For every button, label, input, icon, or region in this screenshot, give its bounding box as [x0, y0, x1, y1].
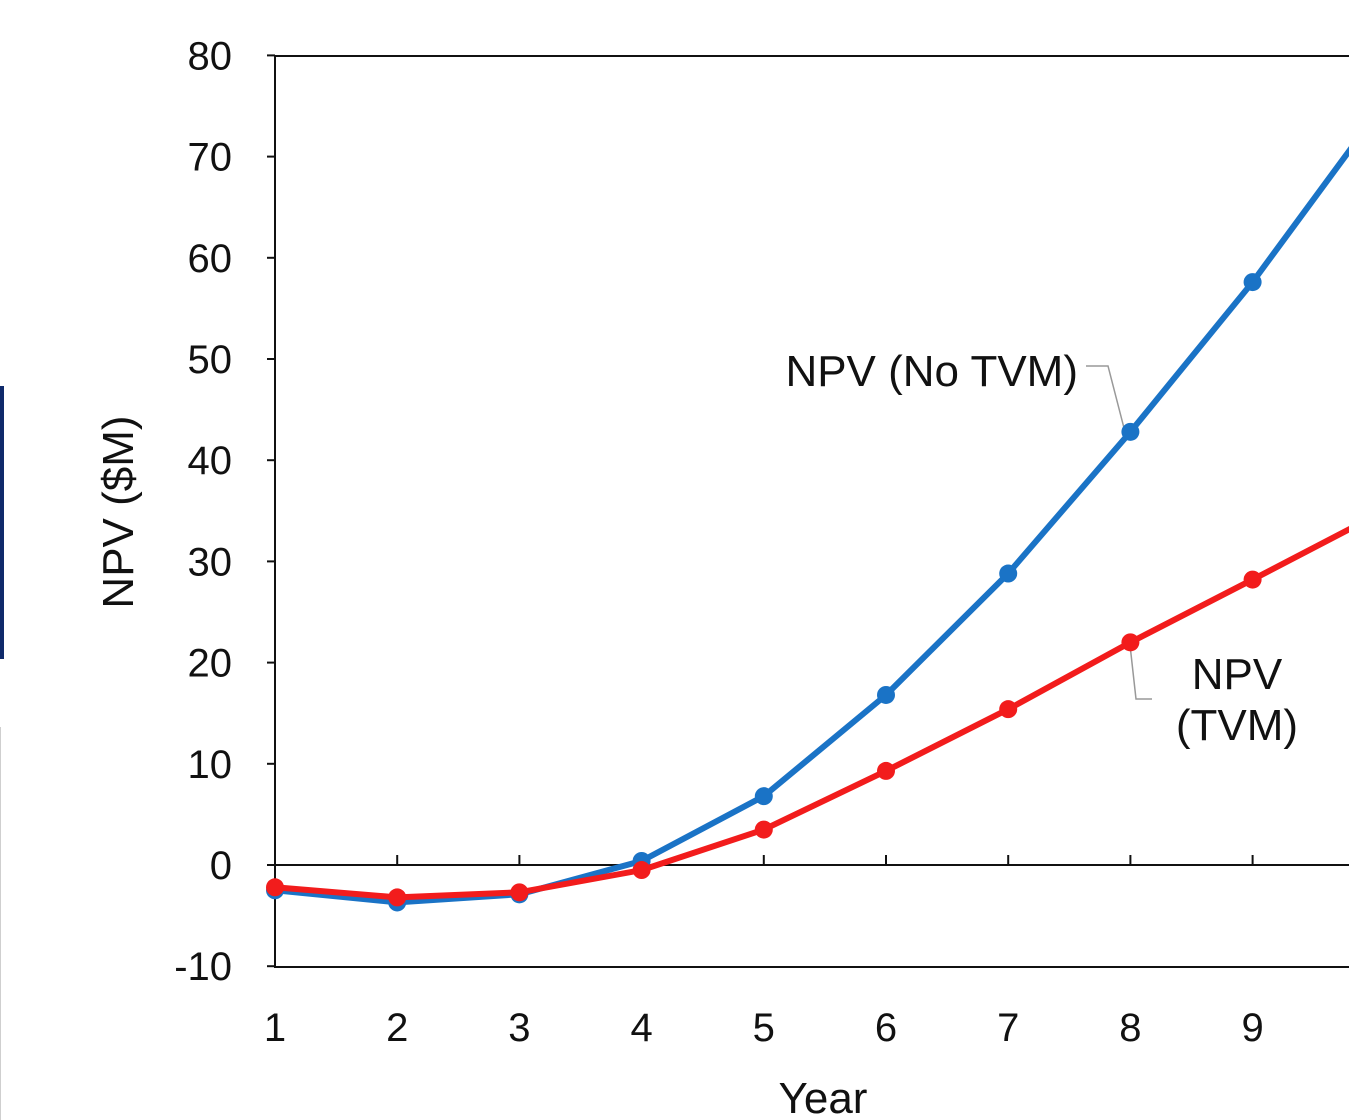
annotation-tvm-line: NPV [1192, 650, 1283, 699]
series-no-tvm [266, 146, 1349, 912]
series-no-tvm-point [1243, 273, 1262, 292]
y-tick-label: 70 [188, 136, 233, 180]
series-tvm-point [1243, 570, 1262, 589]
y-axis-title: NPV ($M) [94, 415, 143, 608]
x-tick-label: 5 [753, 1006, 775, 1050]
series-tvm-point [266, 878, 284, 897]
y-tick-label: 50 [188, 338, 233, 382]
x-axis-ticks: 12345678910 [264, 855, 1264, 1050]
x-tick-label: 1 [264, 1006, 286, 1050]
series-no-tvm-point [999, 564, 1018, 583]
leader-no-tvm [1086, 365, 1125, 429]
series-tvm-point [754, 820, 773, 839]
series-tvm-point [510, 883, 529, 902]
x-axis-title: Year [779, 1074, 868, 1120]
x-tick-label: 9 [1241, 1006, 1263, 1050]
series-tvm-point [388, 888, 407, 907]
series-tvm [266, 525, 1349, 907]
x-tick-label: 4 [630, 1006, 652, 1050]
y-tick-label: 20 [188, 642, 233, 686]
series-no-tvm-point [754, 787, 773, 806]
y-tick-label: 80 [188, 34, 233, 78]
series-tvm-point [632, 861, 651, 880]
plot-border [274, 55, 1349, 968]
series-tvm-point [877, 761, 895, 780]
y-tick-label: 0 [210, 844, 232, 888]
series-no-tvm-line [272, 146, 1349, 906]
x-tick-label: 6 [875, 1006, 897, 1050]
series-lines [266, 146, 1349, 912]
x-tick-label: 8 [1119, 1006, 1141, 1050]
left-edge-accent-bar [0, 386, 4, 659]
series-annotations: NPV (No TVM) NPV(TVM) [785, 347, 1298, 750]
x-tick-label: 7 [997, 1006, 1019, 1050]
left-edge-rule [0, 727, 1, 1120]
y-tick-label: 10 [188, 743, 233, 787]
series-no-tvm-point [1121, 422, 1140, 441]
plot-frame [274, 55, 1349, 968]
y-tick-label: 60 [188, 237, 233, 281]
y-tick-label: 40 [188, 439, 233, 483]
x-tick-label: 3 [508, 1006, 530, 1050]
y-axis-ticks: 80 70 60 50 40 30 20 10 0 -10 [174, 34, 275, 989]
y-tick-label: 30 [188, 540, 233, 584]
series-tvm-line [272, 525, 1349, 901]
leader-tvm [1129, 644, 1152, 700]
series-tvm-point [999, 700, 1018, 719]
annotation-no-tvm: NPV (No TVM) [785, 347, 1078, 396]
series-no-tvm-point [877, 685, 895, 704]
series-tvm-point [1121, 633, 1140, 652]
y-tick-label: -10 [174, 945, 232, 989]
x-tick-label: 2 [386, 1006, 408, 1050]
annotation-tvm-line: (TVM) [1176, 701, 1298, 750]
annotation-leaders [1086, 365, 1152, 700]
